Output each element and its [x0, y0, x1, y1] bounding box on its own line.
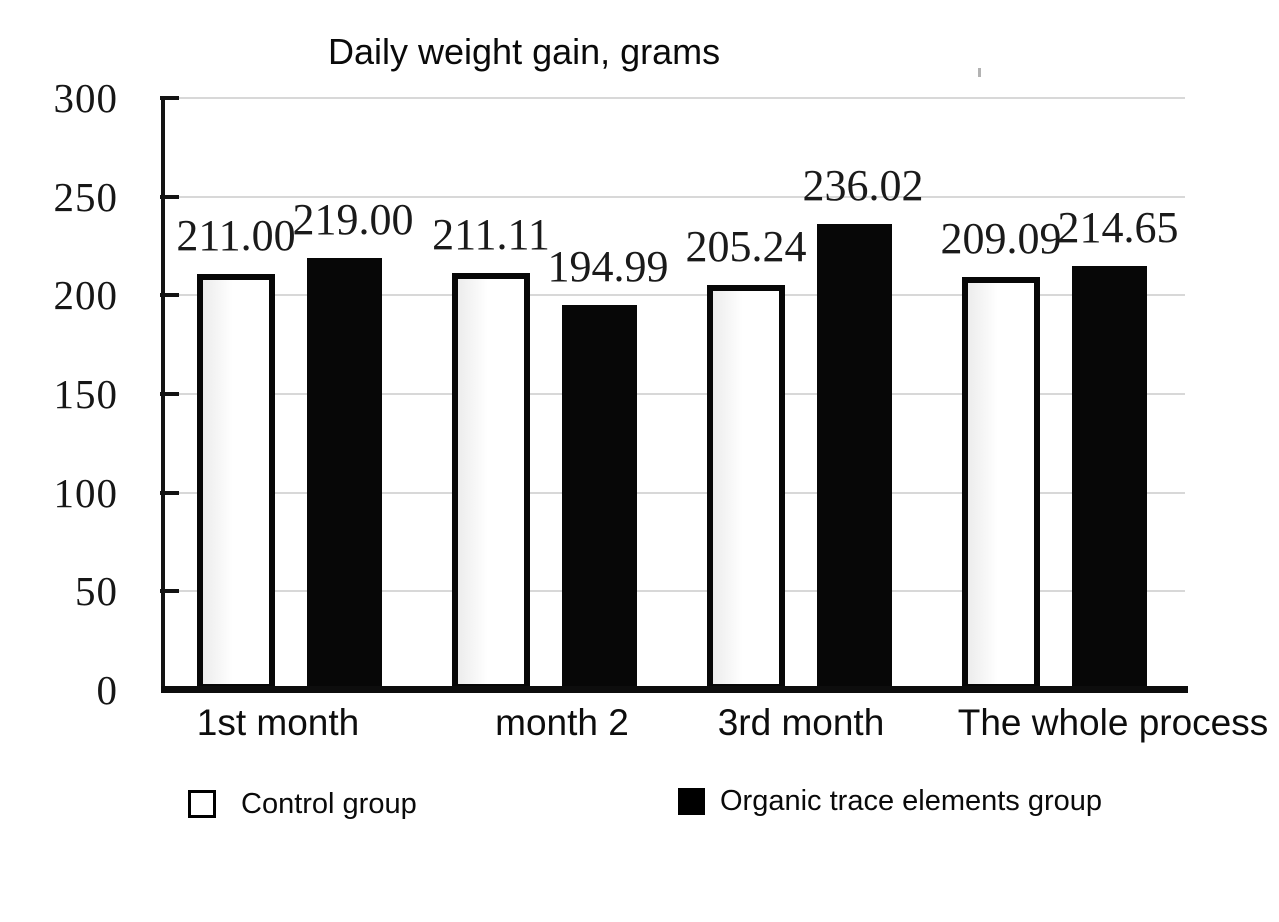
x-axis-line — [161, 686, 1188, 693]
bar-organic-group-0 — [307, 257, 382, 690]
y-axis-label-300: 300 — [53, 75, 118, 121]
bar-value-label-control-1: 211.11 — [432, 210, 550, 260]
y-tick-mark-250 — [160, 194, 179, 199]
y-tick-mark-100 — [160, 490, 179, 495]
gridline-100 — [163, 491, 1185, 494]
bar-value-label-organic-1: 194.99 — [547, 242, 669, 292]
bar-value-label-control-0: 211.00 — [176, 210, 296, 260]
y-axis-label-150: 150 — [53, 371, 118, 417]
gridline-250 — [163, 195, 1185, 198]
bar-value-label-organic-3: 214.65 — [1057, 203, 1179, 253]
category-label-3: The whole process — [957, 702, 1269, 743]
y-axis-label-100: 100 — [53, 469, 118, 516]
bar-control-group-2 — [707, 284, 785, 690]
gridline-150 — [163, 393, 1185, 395]
y-axis-label-250: 250 — [53, 173, 118, 220]
y-tick-mark-50 — [160, 589, 179, 594]
bar-control-group-3 — [962, 277, 1040, 690]
bar-value-label-control-3: 209.09 — [940, 214, 1062, 264]
chart-title: Daily weight gain, grams — [328, 31, 721, 72]
gridline-300 — [163, 97, 1185, 99]
y-tick-mark-200 — [160, 293, 179, 298]
bar-control-group-1 — [452, 273, 530, 690]
stray-mark-artifact — [978, 68, 981, 77]
legend-item-organic-group: Organic trace elements group — [678, 785, 1102, 817]
gridline-200 — [163, 294, 1185, 297]
bar-value-label-control-2: 205.24 — [685, 221, 807, 271]
legend-swatch-control-group — [188, 790, 216, 818]
y-tick-mark-300 — [160, 96, 179, 100]
legend-label-control-group: Control group — [241, 788, 417, 820]
category-label-1: month 2 — [495, 702, 629, 743]
legend-item-control-group: Control group — [188, 788, 417, 820]
legend-swatch-organic-group — [678, 787, 705, 815]
y-axis-label-0: 0 — [96, 667, 118, 713]
y-axis-label-200: 200 — [53, 272, 118, 319]
y-tick-mark-150 — [160, 392, 179, 396]
bar-value-label-organic-0: 219.00 — [292, 194, 414, 244]
category-label-2: 3rd month — [717, 702, 885, 743]
bar-value-label-organic-2: 236.02 — [802, 161, 924, 211]
gridline-50 — [163, 590, 1185, 593]
legend-label-organic-group: Organic trace elements group — [720, 785, 1103, 817]
y-axis-label-50: 50 — [75, 568, 118, 615]
category-label-0: 1st month — [196, 702, 360, 743]
bar-organic-group-3 — [1072, 266, 1147, 690]
bar-organic-group-1 — [562, 305, 637, 690]
bar-organic-group-2 — [817, 224, 892, 690]
bar-control-group-0 — [197, 273, 275, 690]
